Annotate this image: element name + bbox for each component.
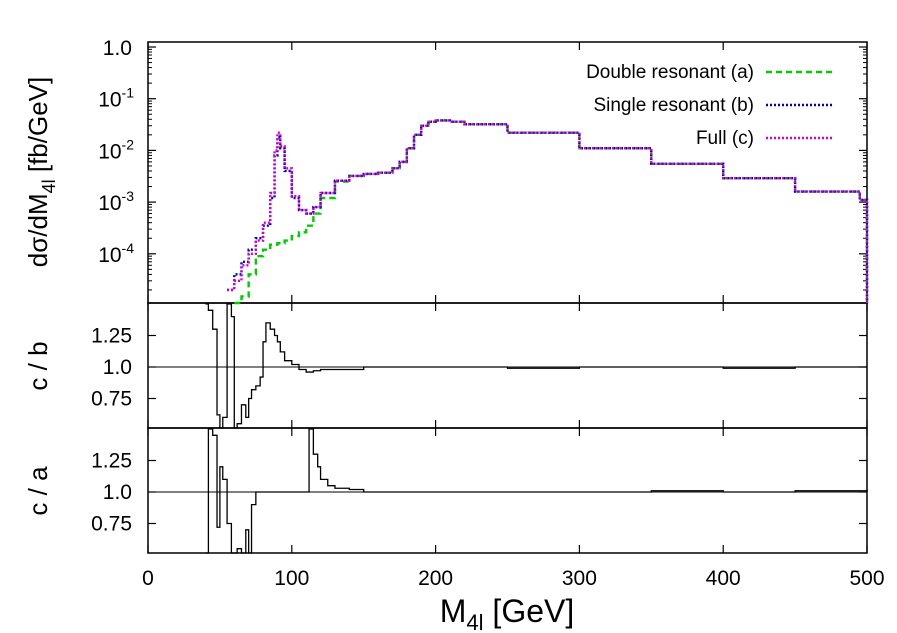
- ratio-ca-y-tick-label: 1.25: [91, 450, 132, 473]
- main-y-axis-label: dσ/dM4l [fb/GeV]: [23, 77, 59, 267]
- legend-entry-double-resonant-label: Double resonant (a): [586, 62, 754, 83]
- ratio-cb-series-group: [205, 303, 867, 429]
- legend: Double resonant (a) Single resonant (b) Fu…: [586, 62, 832, 149]
- main-y-tick-label: 10-3: [98, 188, 134, 215]
- ratio-ca-panel-frame: [147, 427, 868, 554]
- ratio-ca-y-tick-label: 1.0: [103, 481, 132, 504]
- x-axis: 0 100 200 300 400 500: [142, 42, 885, 590]
- ratio-cb-y-axis-label: c / b: [23, 341, 53, 390]
- legend-entry-single-resonant-label: Single resonant (b): [593, 95, 754, 116]
- ratio-cb-y-tick-label: 1.25: [91, 325, 132, 348]
- ratio-ca-series-group: [205, 428, 868, 554]
- x-tick-label: 200: [418, 567, 453, 590]
- x-tick-label: 400: [706, 567, 741, 590]
- main-y-axis: 1.0 10-1 10-2 10-3 10-4: [98, 37, 867, 291]
- legend-entry-full-label: Full (c): [696, 128, 754, 149]
- main-series-group: [227, 119, 869, 305]
- x-tick-label: 100: [274, 567, 309, 590]
- main-y-tick-label: 10-1: [98, 85, 134, 112]
- ratio-ca-y-tick-label: 0.75: [91, 513, 132, 536]
- main-y-tick-label: 10-2: [98, 136, 134, 163]
- x-tick-label: 500: [849, 567, 884, 590]
- x-tick-label: 0: [142, 567, 154, 590]
- ratio-cb-series-line: [205, 303, 867, 429]
- x-tick-label: 300: [562, 567, 597, 590]
- series-line-double-resonant: [234, 119, 869, 305]
- x-axis-label: M4l [GeV]: [440, 593, 574, 633]
- main-y-tick-label: 1.0: [103, 37, 132, 60]
- ratio-ca-y-axis-label: c / a: [23, 466, 53, 516]
- ratio-ca-series-line: [205, 428, 868, 554]
- ratio-cb-panel-frame: [147, 302, 868, 429]
- series-line-single-resonant: [227, 119, 869, 303]
- series-line-full: [227, 119, 869, 303]
- ratio-cb-y-tick-label: 1.0: [103, 356, 132, 379]
- ratio-cb-y-tick-label: 0.75: [91, 388, 132, 411]
- ratio-cb-y-axis: 1.25 1.0 0.75: [91, 325, 867, 411]
- main-y-tick-label: 10-4: [98, 240, 134, 267]
